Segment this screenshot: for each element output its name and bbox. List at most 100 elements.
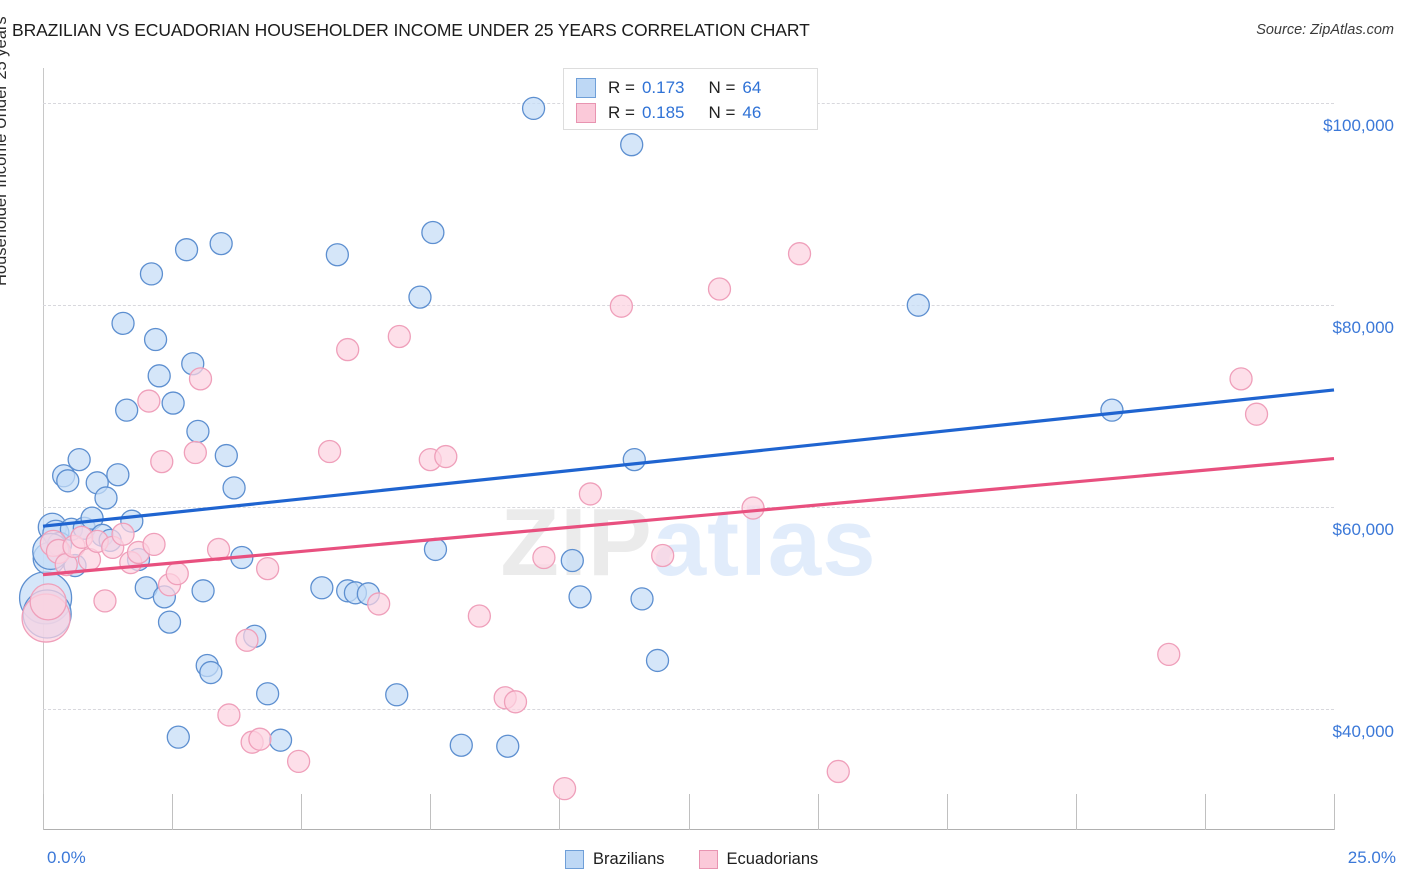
plot-area: ZIPatlas: [18, 68, 1335, 830]
scatter-point[interactable]: [209, 231, 233, 256]
scatter-point[interactable]: [449, 733, 473, 757]
scatter-point[interactable]: [651, 543, 675, 568]
scatter-point[interactable]: [255, 556, 280, 581]
scatter-point[interactable]: [106, 463, 130, 487]
scatter-point[interactable]: [630, 587, 654, 611]
scatter-point[interactable]: [217, 703, 241, 727]
x-axis-tick: [688, 794, 690, 830]
scatter-point[interactable]: [248, 727, 272, 751]
legend-swatch-ecuadorians: [698, 850, 718, 869]
scatter-point[interactable]: [336, 337, 360, 362]
scatter-point[interactable]: [787, 242, 812, 266]
scatter-point[interactable]: [142, 532, 166, 557]
series-legend: Brazilians Ecuadorians: [565, 850, 844, 869]
ecuadorian-color-swatch: [576, 102, 596, 123]
scatter-point[interactable]: [826, 759, 850, 784]
scatter-point[interactable]: [174, 238, 199, 262]
r-value-brazilians: 0.173: [641, 77, 685, 97]
scatter-point[interactable]: [111, 522, 135, 546]
legend-item-brazilians[interactable]: Brazilians: [565, 850, 665, 869]
scatter-point[interactable]: [1157, 642, 1181, 667]
page-title: BRAZILIAN VS ECUADORIAN HOUSEHOLDER INCO…: [12, 20, 810, 40]
scatter-point[interactable]: [741, 496, 765, 520]
scatter-point[interactable]: [609, 294, 634, 318]
scatter-point[interactable]: [93, 589, 117, 613]
scatter-point[interactable]: [67, 447, 91, 472]
y-axis-tick-label: $100,000: [1323, 116, 1394, 136]
x-axis-tick: [1204, 794, 1206, 830]
scatter-point[interactable]: [421, 220, 445, 245]
r-label-brazilians: R =: [608, 77, 635, 97]
scatter-point[interactable]: [94, 486, 118, 510]
scatter-point[interactable]: [521, 96, 546, 121]
scatter-point[interactable]: [645, 648, 670, 673]
scatter-point[interactable]: [467, 604, 492, 628]
scatter-point[interactable]: [137, 389, 161, 413]
scatter-point[interactable]: [255, 682, 280, 706]
scatter-point[interactable]: [214, 443, 238, 468]
scatter-point[interactable]: [199, 660, 223, 685]
x-axis-tick: [817, 794, 819, 830]
scatter-point[interactable]: [578, 482, 603, 506]
legend-item-ecuadorians[interactable]: Ecuadorians: [698, 850, 819, 869]
y-axis-line: [43, 68, 44, 830]
x-axis-tick: [559, 794, 561, 830]
scatter-point[interactable]: [317, 439, 342, 464]
scatter-point[interactable]: [1100, 398, 1124, 422]
scatter-point[interactable]: [115, 398, 139, 422]
trendline: [42, 388, 1335, 528]
scatter-point[interactable]: [367, 592, 391, 616]
scatter-point[interactable]: [408, 285, 432, 309]
scatter-point[interactable]: [387, 324, 411, 349]
scatter-point[interactable]: [560, 548, 584, 573]
scatter-point[interactable]: [188, 367, 213, 391]
scatter-point[interactable]: [56, 469, 80, 493]
scatter-point[interactable]: [80, 506, 104, 530]
scatter-point[interactable]: [503, 690, 528, 714]
scatter-point[interactable]: [235, 628, 259, 652]
scatter-point[interactable]: [143, 327, 168, 352]
scatter-point[interactable]: [434, 444, 458, 469]
x-axis-tick: [946, 794, 948, 830]
x-axis-tick: [43, 794, 44, 830]
scatter-point[interactable]: [496, 734, 520, 758]
scatter-point[interactable]: [111, 311, 135, 335]
y-axis-tick-label: $40,000: [1332, 721, 1394, 741]
gridline: [43, 708, 1334, 710]
scatter-point[interactable]: [286, 749, 311, 774]
scatter-point[interactable]: [1244, 402, 1269, 426]
scatter-point[interactable]: [183, 440, 207, 465]
scatter-point[interactable]: [532, 545, 556, 570]
gridline: [43, 507, 1334, 509]
r-value-ecuadorians: 0.185: [641, 102, 685, 122]
scatter-point[interactable]: [620, 133, 644, 157]
scatter-point[interactable]: [157, 610, 182, 634]
scatter-point[interactable]: [325, 243, 349, 267]
y-axis-tick-label: $80,000: [1332, 318, 1394, 338]
trendline: [42, 456, 1335, 577]
scatter-point[interactable]: [150, 449, 174, 474]
n-value-ecuadorians: 46: [742, 102, 762, 122]
x-axis-tick: [430, 794, 432, 830]
scatter-point[interactable]: [222, 476, 246, 500]
scatter-point[interactable]: [166, 725, 190, 749]
scatter-point[interactable]: [161, 391, 185, 415]
stats-row-ecuadorians: R = 0.185 N = 46: [576, 100, 807, 125]
scatter-points-layer: [18, 96, 1269, 801]
trendlines-layer: [42, 388, 1335, 577]
legend-swatch-brazilians: [565, 850, 584, 869]
scatter-point[interactable]: [552, 776, 577, 801]
scatter-point[interactable]: [707, 277, 732, 301]
y-axis-title: Householder Income Under 25 years: [0, 16, 10, 286]
scatter-point[interactable]: [139, 262, 164, 286]
scatter-point[interactable]: [385, 683, 409, 707]
scatter-point[interactable]: [1229, 367, 1253, 391]
scatter-point[interactable]: [310, 576, 334, 600]
scatter-point[interactable]: [147, 364, 171, 388]
legend-label-ecuadorians: Ecuadorians: [726, 850, 819, 868]
scatter-point[interactable]: [568, 585, 592, 609]
scatter-point[interactable]: [29, 583, 67, 621]
scatter-point[interactable]: [906, 293, 930, 317]
scatter-point[interactable]: [191, 579, 215, 603]
